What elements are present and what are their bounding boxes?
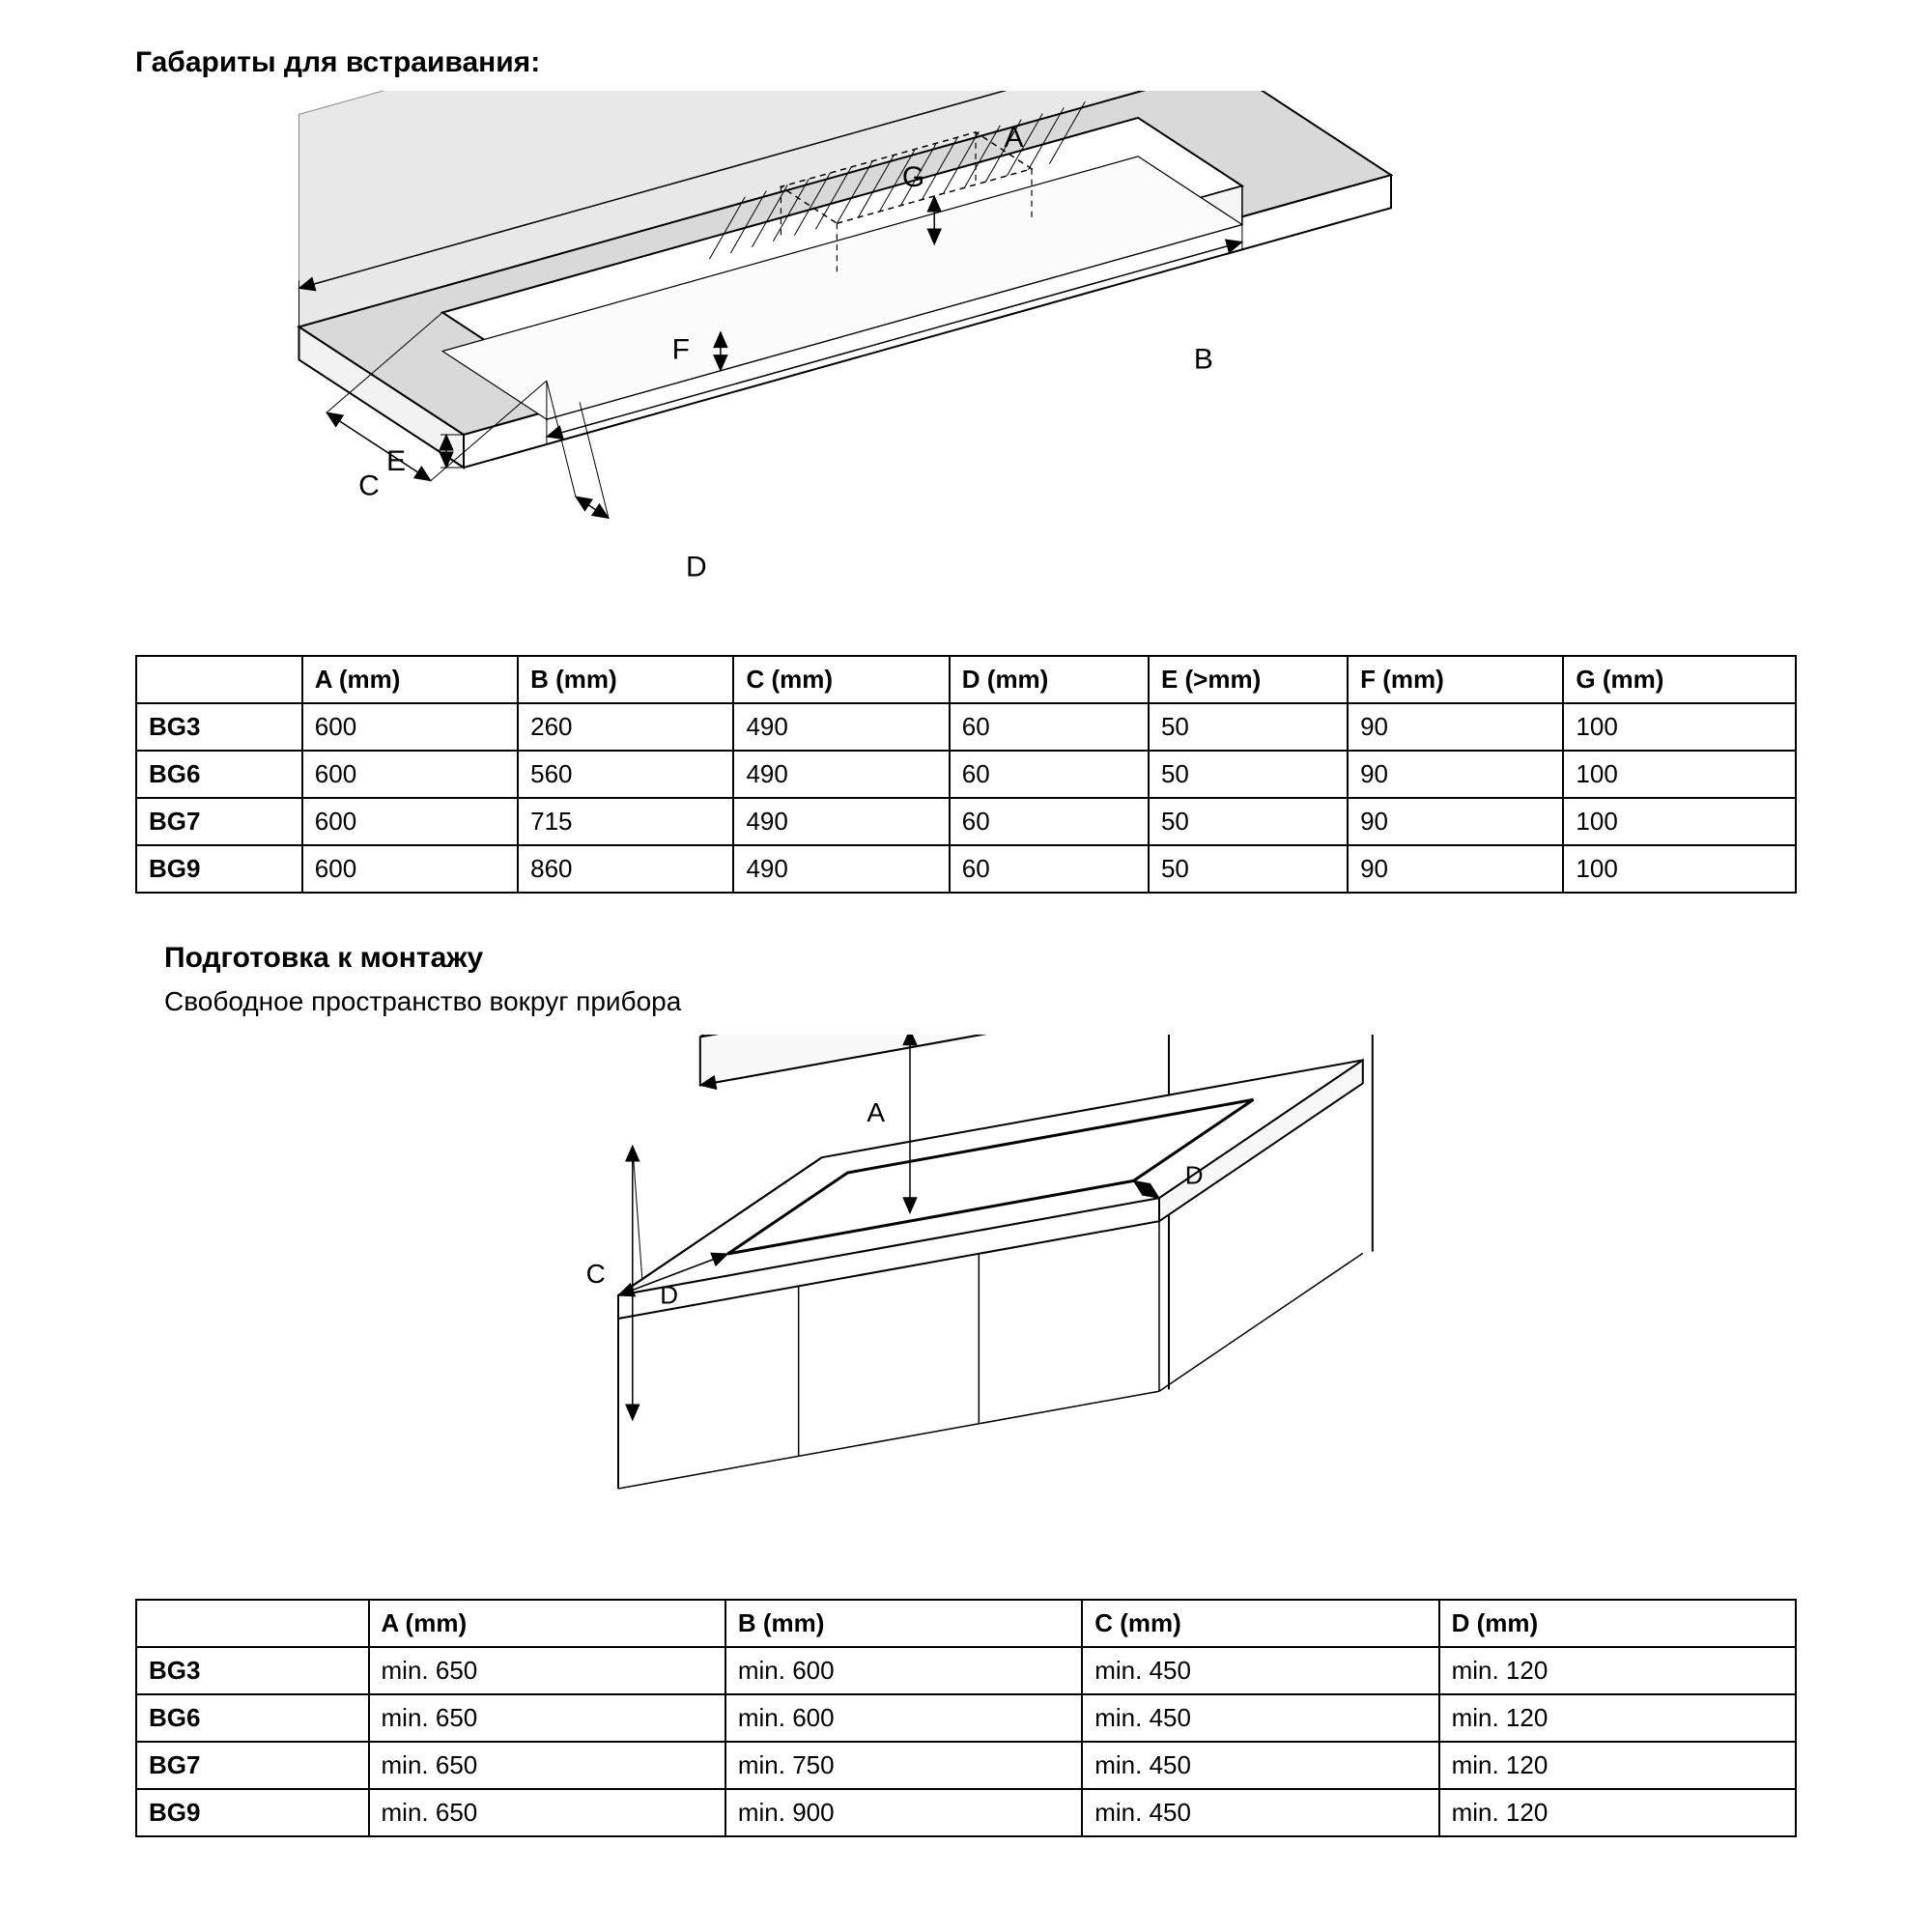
section1-title: Габариты для встраивания:: [135, 46, 1797, 79]
table-header: A (mm): [302, 656, 518, 703]
table-cell: 90: [1348, 845, 1563, 893]
table-cell: 60: [950, 751, 1149, 798]
table-cell: 50: [1149, 798, 1348, 845]
table-cell: min. 600: [725, 1647, 1082, 1694]
table-cell: BG9: [136, 845, 302, 893]
table-cell: 90: [1348, 751, 1563, 798]
table-row: BG9600860490605090100: [136, 845, 1796, 893]
table-header: C (mm): [733, 656, 949, 703]
diagram2-wrap: A B C D D: [135, 1035, 1797, 1576]
table-cell: 260: [518, 703, 733, 751]
section2-title: Подготовка к монтажу: [164, 942, 1797, 975]
table-cell: BG9: [136, 1789, 369, 1836]
table-cell: 100: [1563, 751, 1796, 798]
table-cell: 50: [1149, 703, 1348, 751]
table-cell: 490: [733, 703, 949, 751]
diagram2-svg: A B C D D: [483, 1035, 1449, 1576]
svg-text:A: A: [1004, 122, 1023, 154]
table-cell: 860: [518, 845, 733, 893]
table-cell: 100: [1563, 703, 1796, 751]
table-cell: 50: [1149, 751, 1348, 798]
table-cell: 600: [302, 751, 518, 798]
table-cell: BG6: [136, 1694, 369, 1742]
table-cell: min. 120: [1439, 1647, 1796, 1694]
table-cell: BG6: [136, 751, 302, 798]
svg-text:D: D: [1185, 1160, 1204, 1189]
table-header: B (mm): [518, 656, 733, 703]
table-cell: min. 120: [1439, 1694, 1796, 1742]
table-cell: 60: [950, 798, 1149, 845]
table-cell: min. 450: [1082, 1647, 1438, 1694]
svg-text:E: E: [386, 445, 406, 477]
table-cell: 600: [302, 845, 518, 893]
table-header: [136, 656, 302, 703]
table-cell: 60: [950, 845, 1149, 893]
table-cell: 100: [1563, 798, 1796, 845]
table-row: BG6min. 650min. 600min. 450min. 120: [136, 1694, 1796, 1742]
svg-text:D: D: [686, 551, 707, 582]
table-cell: min. 650: [369, 1742, 725, 1789]
table-cell: min. 750: [725, 1742, 1082, 1789]
svg-text:A: A: [867, 1097, 885, 1127]
table-cell: 490: [733, 845, 949, 893]
section2-subtitle: Свободное пространство вокруг прибора: [164, 986, 1797, 1017]
table-cell: min. 450: [1082, 1742, 1438, 1789]
table-cell: 600: [302, 703, 518, 751]
table-cell: min. 600: [725, 1694, 1082, 1742]
table-cell: BG7: [136, 1742, 369, 1789]
table-cell: 90: [1348, 798, 1563, 845]
table-cell: 490: [733, 751, 949, 798]
table-row: BG6600560490605090100: [136, 751, 1796, 798]
svg-text:C: C: [586, 1259, 606, 1289]
table-cell: min. 650: [369, 1694, 725, 1742]
table-row: BG7min. 650min. 750min. 450min. 120: [136, 1742, 1796, 1789]
svg-text:B: B: [961, 1035, 980, 1039]
dimensions-table-2: A (mm)B (mm)C (mm)D (mm)BG3min. 650min. …: [135, 1599, 1797, 1837]
table-cell: 50: [1149, 845, 1348, 893]
table-cell: min. 650: [369, 1647, 725, 1694]
table-cell: 490: [733, 798, 949, 845]
table-header: B (mm): [725, 1600, 1082, 1647]
svg-text:C: C: [358, 469, 380, 501]
table-cell: 60: [950, 703, 1149, 751]
table-header: G (mm): [1563, 656, 1796, 703]
diagram1-svg: A B C D E F G: [290, 91, 1642, 632]
table-header: D (mm): [1439, 1600, 1796, 1647]
table-cell: 100: [1563, 845, 1796, 893]
table-row: BG3600260490605090100: [136, 703, 1796, 751]
table-cell: min. 450: [1082, 1694, 1438, 1742]
table-cell: 560: [518, 751, 733, 798]
table-cell: min. 650: [369, 1789, 725, 1836]
table-row: BG9min. 650min. 900min. 450min. 120: [136, 1789, 1796, 1836]
svg-text:G: G: [902, 161, 924, 193]
svg-text:D: D: [660, 1281, 678, 1310]
table-header: F (mm): [1348, 656, 1563, 703]
table-cell: min. 120: [1439, 1789, 1796, 1836]
table-cell: 600: [302, 798, 518, 845]
dimensions-table-1: A (mm)B (mm)C (mm)D (mm)E (>mm)F (mm)G (…: [135, 655, 1797, 894]
table-row: BG7600715490605090100: [136, 798, 1796, 845]
table-cell: BG3: [136, 703, 302, 751]
table-cell: min. 450: [1082, 1789, 1438, 1836]
diagram1-wrap: A B C D E F G: [135, 91, 1797, 632]
table-cell: BG7: [136, 798, 302, 845]
table-header: E (>mm): [1149, 656, 1348, 703]
table-header: [136, 1600, 369, 1647]
table-cell: min. 120: [1439, 1742, 1796, 1789]
table-header: A (mm): [369, 1600, 725, 1647]
table-cell: BG3: [136, 1647, 369, 1694]
table-cell: min. 900: [725, 1789, 1082, 1836]
svg-text:B: B: [1194, 343, 1213, 375]
table-cell: 715: [518, 798, 733, 845]
svg-text:F: F: [672, 334, 690, 366]
table-row: BG3min. 650min. 600min. 450min. 120: [136, 1647, 1796, 1694]
table-header: D (mm): [950, 656, 1149, 703]
table-header: C (mm): [1082, 1600, 1438, 1647]
table-cell: 90: [1348, 703, 1563, 751]
